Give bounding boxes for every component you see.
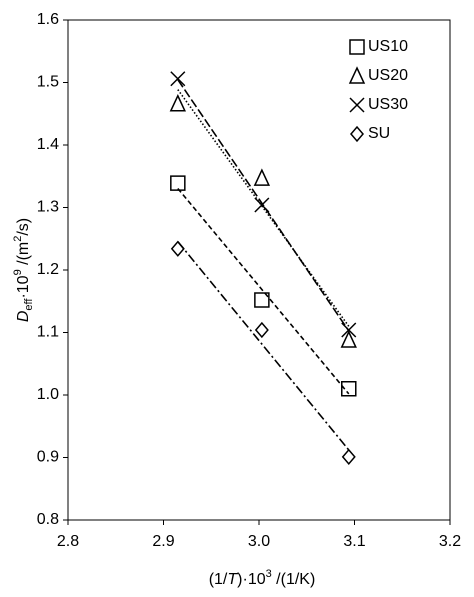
y-tick-label: 1.3 [37,199,59,216]
legend-marker [348,66,366,84]
plot-frame [67,19,451,521]
x-label-part: )·10 [237,571,266,588]
x-label-part: (1/ [209,571,228,588]
legend-marker [350,125,364,143]
x-label-part: T [227,571,238,588]
point [170,240,185,257]
y-label-part: /(m [15,242,32,270]
legend-label: US30 [368,96,408,113]
point [253,168,271,186]
y-tick-label: 1.0 [37,386,59,403]
point [170,175,186,191]
legend-marker [349,97,365,113]
point [340,330,357,348]
y-tick-label: 0.8 [37,511,59,528]
x-label-part: /(1/K) [272,571,316,588]
legend-marker [349,39,365,55]
trend-line [177,241,350,451]
point [170,71,186,87]
x-axis-label: (1/T)·103 /(1/K) [209,568,316,588]
trend-line [177,89,350,327]
point [254,321,269,339]
legend-label: US10 [368,38,408,55]
x-tick-label: 2.9 [152,533,174,550]
legend-label: SU [368,125,390,142]
y-label-part: /s) [15,218,32,236]
y-label-part: eff [23,298,35,311]
y-label-part: D [15,310,32,322]
x-label-part: 3 [266,568,272,580]
y-label-part: 2 [12,236,24,242]
y-axis-label: Deff·109 /(m2/s) [12,218,35,322]
y-tick-label: 1.5 [37,74,59,91]
point [341,322,357,338]
legend-label: US20 [368,67,408,84]
y-tick-label: 1.1 [37,324,59,341]
point [341,448,356,466]
y-tick-label: 1.2 [37,261,59,278]
y-tick-label: 0.9 [37,449,59,466]
y-tick-label: 1.6 [37,11,59,28]
trend-line [177,79,350,332]
y-label-part: ·10 [15,275,32,298]
point [169,93,187,112]
point [341,381,357,397]
x-tick-label: 3.1 [343,533,365,550]
x-tick-label: 3.0 [248,533,270,550]
y-label-part: 9 [12,269,24,275]
y-tick-label: 1.4 [37,136,59,153]
trend-line [177,187,350,395]
point [254,197,270,213]
point [254,292,270,308]
x-tick-label: 3.2 [439,533,461,550]
x-tick-label: 2.8 [57,533,79,550]
